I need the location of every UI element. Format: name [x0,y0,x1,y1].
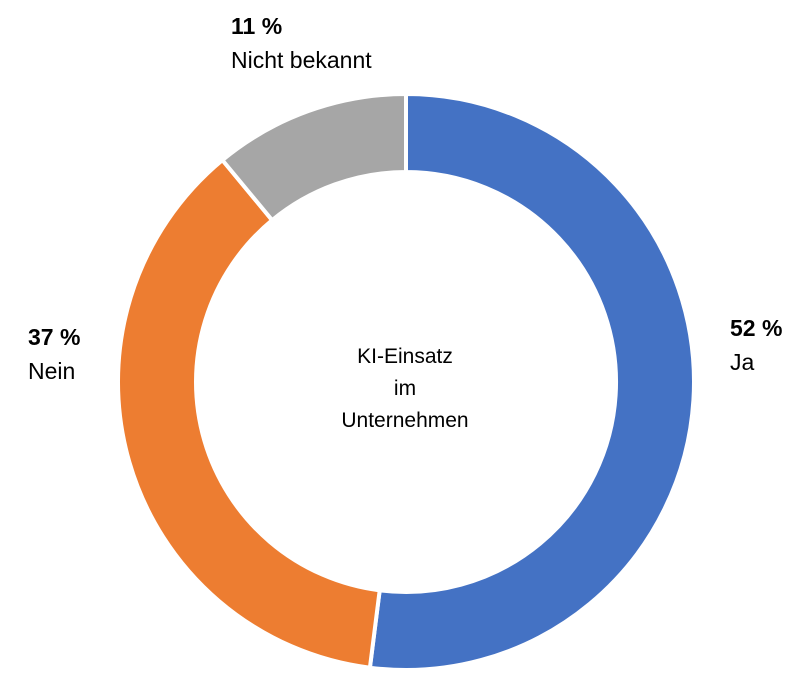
donut-slice-ja [367,92,696,672]
center-title-line-1: KI-Einsatz [357,345,453,368]
slice-name-nicht-bekannt: Nicht bekannt [231,47,372,73]
center-title-line-2: im [393,377,417,400]
center-title-line-3: Unternehmen [341,409,469,432]
slice-name-ja: Ja [730,349,755,375]
slice-label-nein: 37 % Nein [28,320,80,388]
slice-percent-nicht-bekannt: 11 % [231,13,283,39]
slice-label-ja: 52 % Ja [730,311,782,379]
chart-center-title: KI-Einsatz im Unternehmen [255,341,555,437]
slice-label-nicht-bekannt: 11 % Nicht bekannt [231,9,372,77]
donut-slice-nein [116,158,382,670]
slice-name-nein: Nein [28,358,76,384]
donut-slice-nicht-bekannt [220,92,408,223]
slice-percent-nein: 37 % [28,324,81,350]
slice-percent-ja: 52 % [730,315,783,341]
